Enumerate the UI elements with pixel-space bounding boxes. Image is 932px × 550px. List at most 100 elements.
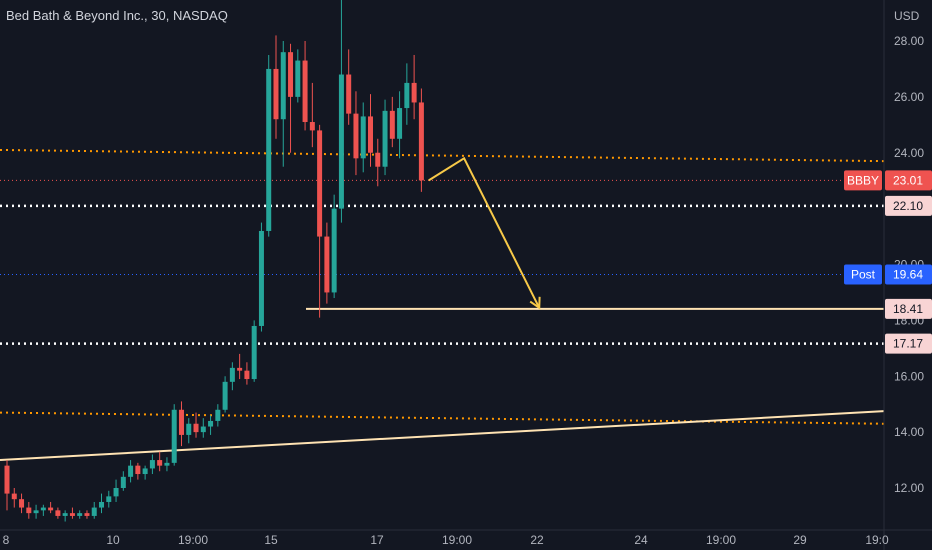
price-label-value: 22.10 [893, 199, 923, 213]
y-tick-label: 28.00 [894, 34, 924, 48]
candle-body [99, 501, 105, 508]
price-label-value-bg [885, 333, 932, 354]
candle-body [411, 82, 417, 103]
x-tick-label: 19:00 [178, 533, 208, 547]
candle-body [382, 110, 388, 167]
candle-body [317, 130, 323, 237]
candle-body [346, 74, 352, 114]
candle-body [295, 60, 301, 97]
candle-body [120, 476, 126, 488]
candle-body [77, 513, 83, 516]
candlestick-series [4, 0, 424, 522]
candle-body [186, 423, 192, 435]
candle-body [200, 426, 206, 433]
trend-line [0, 410, 885, 462]
y-tick-label: 16.00 [894, 369, 924, 383]
x-tick-label: 19:00 [442, 533, 472, 547]
price-label-value: 18.41 [893, 302, 923, 316]
price-label-value-bg [885, 264, 932, 285]
candle-body [360, 116, 366, 159]
y-tick-label: 24.00 [894, 146, 924, 160]
candle-body [244, 370, 250, 380]
x-tick-label: 8 [3, 533, 10, 547]
candle-body [331, 208, 337, 293]
candle-body [389, 110, 395, 139]
candle-body [157, 460, 163, 466]
candle-body [48, 507, 54, 511]
candle-body [273, 68, 279, 120]
candle-body [237, 367, 243, 371]
candle-body [135, 465, 141, 475]
candle-body [84, 513, 90, 516]
price-label-name-bg [844, 170, 882, 191]
price-label-value: 23.01 [893, 173, 923, 187]
candle-body [222, 381, 228, 410]
candle-body [404, 82, 410, 109]
price-label-value-bg [885, 170, 932, 191]
candle-body [288, 52, 294, 97]
candle-body [193, 423, 199, 433]
time-axis: 8 10 19:00 15 17 19:00 22 24 19:00 29 19:0 [0, 529, 932, 547]
candle-body [309, 122, 315, 131]
x-tick-label: 19:0 [865, 533, 889, 547]
candle-body [302, 60, 308, 123]
candle-body [149, 460, 155, 469]
candle-body [113, 488, 119, 497]
candle-body [164, 462, 170, 466]
candle-body [229, 367, 235, 382]
candle-body [324, 236, 330, 293]
candle-body [106, 496, 112, 502]
candle-body [91, 507, 97, 516]
candle-body [62, 513, 68, 516]
price-label-value: 19.64 [893, 268, 923, 282]
projection-arrow [428, 156, 541, 310]
candle-body [418, 102, 424, 181]
currency-label: USD [894, 9, 920, 23]
price-label-name-bg [844, 264, 882, 285]
horizontal-levels [0, 179, 884, 345]
candle-body [353, 113, 359, 159]
price-label-value-bg [885, 298, 932, 319]
x-tick-label: 29 [793, 533, 807, 547]
candle-body [11, 493, 17, 500]
candle-body [397, 108, 403, 139]
candle-body [171, 409, 177, 463]
candle-body [40, 507, 46, 511]
x-tick-label: 24 [634, 533, 648, 547]
candle-body [4, 465, 10, 494]
x-tick-label: 10 [106, 533, 120, 547]
candle-body [128, 465, 134, 477]
candle-body [338, 74, 344, 209]
candle-body [266, 68, 272, 231]
arrow-path [428, 156, 541, 309]
candle-body [19, 499, 25, 508]
price-labels: BBBY 23.01 22.10 Post 19.64 18.41 17.17 [844, 170, 932, 354]
arrow-head [529, 296, 541, 310]
x-tick-label: 19:00 [706, 533, 736, 547]
price-label-value: 17.17 [893, 337, 923, 351]
candle-body [368, 116, 373, 153]
candle-body [215, 409, 221, 421]
y-tick-label: 12.00 [894, 481, 924, 495]
candle-body [208, 420, 214, 427]
candle-body [251, 325, 257, 380]
x-tick-label: 22 [530, 533, 544, 547]
candle-body [55, 510, 61, 516]
candle-body [258, 230, 264, 326]
candle-body [33, 510, 39, 514]
candle-body [178, 409, 184, 435]
price-label-value-bg [885, 195, 932, 216]
candle-body [142, 468, 148, 475]
candle-body [280, 52, 286, 120]
candle-body [375, 152, 381, 167]
trend-line [0, 148, 885, 163]
y-tick-label: 14.00 [894, 425, 924, 439]
chart-title: Bed Bath & Beyond Inc., 30, NASDAQ [6, 8, 228, 23]
price-label-name: BBBY [847, 173, 879, 187]
trend-lines [0, 148, 885, 462]
x-tick-label: 17 [370, 533, 384, 547]
x-tick-label: 15 [264, 533, 278, 547]
price-label-name: Post [851, 268, 876, 282]
candle-body [26, 507, 32, 514]
